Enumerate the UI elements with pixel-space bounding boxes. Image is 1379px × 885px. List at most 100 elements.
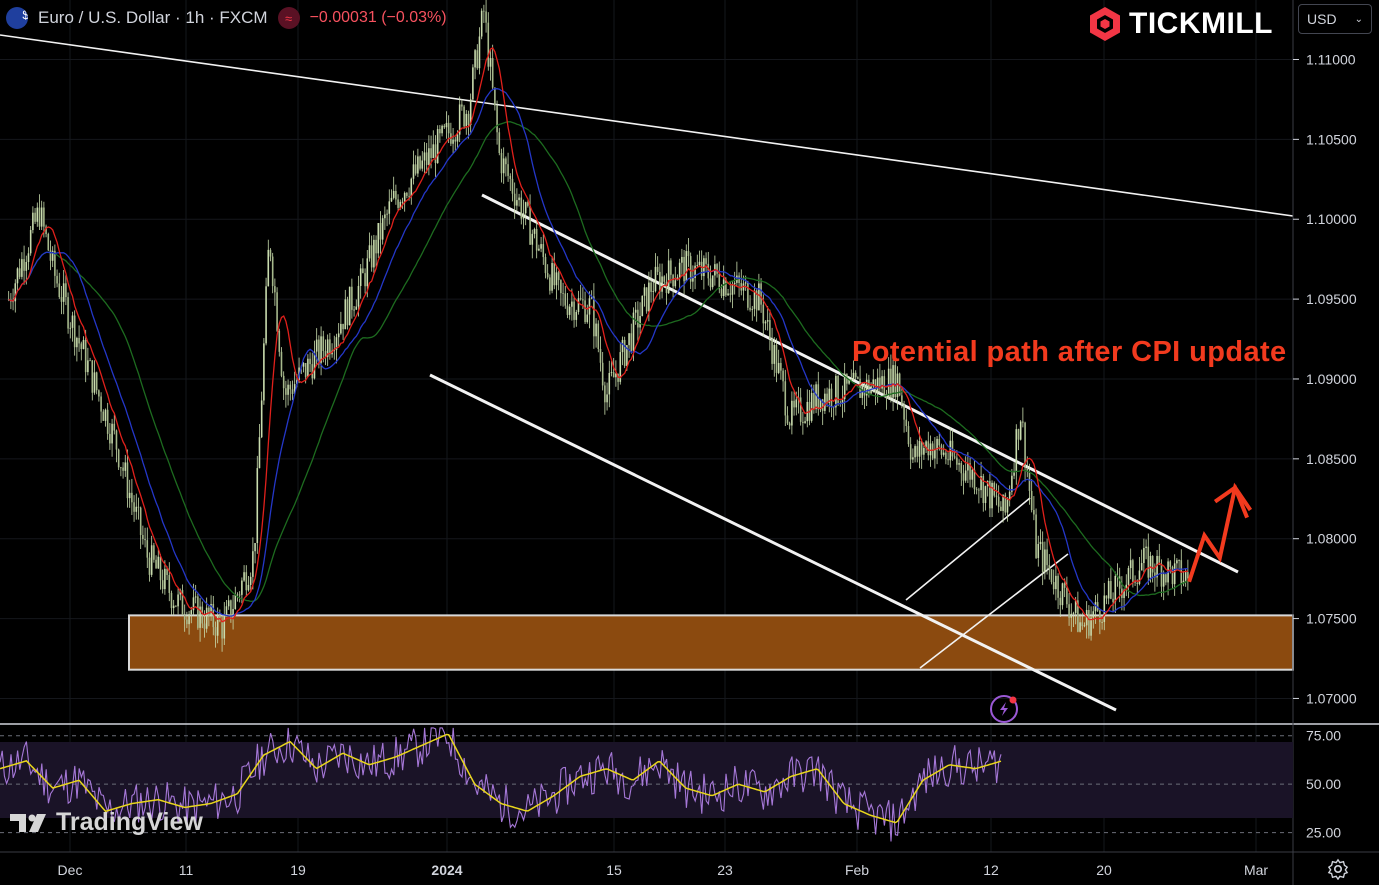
- candle-body: [274, 286, 276, 293]
- gear-icon[interactable]: [1327, 858, 1349, 880]
- brand-name: TICKMILL: [1129, 7, 1273, 40]
- candle-body: [51, 250, 54, 261]
- price-tick-label: 1.09500: [1306, 291, 1357, 307]
- candle-body: [1112, 598, 1114, 602]
- candle-body: [69, 327, 72, 329]
- candle-body: [1017, 429, 1020, 440]
- candle-body: [392, 190, 395, 198]
- candle-body: [1006, 499, 1009, 513]
- candle-body: [962, 473, 965, 481]
- candle-body: [509, 175, 512, 179]
- candle-body: [975, 489, 978, 491]
- candle-body: [663, 276, 666, 282]
- candle-body: [661, 276, 663, 292]
- candle-body: [1077, 600, 1079, 632]
- candle-body: [991, 482, 993, 509]
- candle-body: [590, 296, 593, 299]
- candle-body: [285, 388, 287, 395]
- candle-body: [1132, 560, 1134, 582]
- candle-body: [896, 373, 899, 398]
- candle-body: [623, 339, 626, 366]
- candle-body: [771, 339, 773, 364]
- candle-body: [1033, 510, 1035, 515]
- candle-body: [727, 293, 729, 296]
- candle-body: [522, 213, 525, 219]
- candle-body: [568, 306, 571, 315]
- candle-body: [260, 400, 263, 438]
- candle-body: [1061, 583, 1064, 606]
- candle-body: [698, 261, 701, 266]
- candle-body: [1147, 546, 1150, 578]
- candle-body: [142, 535, 144, 540]
- path-annotation: Potential path after CPI update: [852, 336, 1287, 368]
- candle-body: [672, 274, 674, 287]
- candle-body: [588, 298, 591, 315]
- candle-body: [234, 594, 237, 610]
- candle-body: [245, 572, 248, 591]
- candle-body: [179, 590, 182, 595]
- candle-body: [729, 293, 732, 295]
- candle-body: [106, 409, 109, 434]
- candle-body: [674, 280, 677, 287]
- candle-body: [324, 350, 327, 357]
- candle-body: [1092, 611, 1095, 618]
- candle-body: [252, 551, 254, 577]
- candle-body: [267, 249, 270, 287]
- candle-body: [947, 459, 949, 461]
- candle-body: [164, 568, 166, 590]
- candle-body: [153, 545, 155, 560]
- candle-body: [342, 323, 344, 330]
- symbol-header[interactable]: Euro / U.S. Dollar · 1h · FXCM ≈ −0.0003…: [6, 4, 447, 32]
- candle-body: [148, 557, 151, 575]
- candle-body: [573, 301, 575, 320]
- candle-body: [758, 283, 760, 311]
- candle-body: [60, 297, 63, 302]
- candle-body: [762, 304, 765, 324]
- candle-body: [564, 293, 567, 306]
- price-axis[interactable]: 1.11000 1.10500 1.10000 1.09500 1.09000 1.085…: [1293, 52, 1357, 707]
- candle-body: [434, 144, 437, 164]
- candle-body: [410, 178, 413, 197]
- candle-body: [1028, 472, 1031, 491]
- rsi-axis[interactable]: 75.00 50.00 25.00: [1306, 728, 1341, 841]
- candle-body: [93, 372, 96, 393]
- candle-body: [1143, 547, 1145, 564]
- candle-body: [36, 207, 39, 222]
- candle-body: [388, 201, 391, 214]
- candle-body: [401, 201, 404, 203]
- candle-body: [1004, 494, 1007, 513]
- candle-body: [659, 271, 661, 292]
- time-axis[interactable]: Dec 11 19 2024 15 23 Feb 12 20 Mar: [58, 862, 1269, 878]
- candle-body: [621, 339, 624, 353]
- tradingview-watermark[interactable]: TradingView: [10, 808, 203, 837]
- candle-body: [1162, 574, 1165, 587]
- candle-body: [542, 244, 545, 258]
- wave-icon[interactable]: ≈: [277, 7, 300, 29]
- candle-body: [645, 287, 648, 312]
- candle-body: [670, 260, 672, 275]
- candle-body: [780, 362, 782, 371]
- candle-body: [1178, 560, 1180, 561]
- candle-body: [403, 192, 406, 202]
- time-tick-label: 11: [179, 862, 194, 878]
- candle-body: [535, 228, 538, 251]
- price-tick-label: 1.11000: [1306, 52, 1356, 68]
- candle-body: [280, 351, 283, 376]
- candle-body: [711, 275, 714, 288]
- candle-body: [27, 253, 30, 263]
- currency-select[interactable]: USD ⌄: [1298, 4, 1372, 34]
- trend-line: [429, 373, 1117, 712]
- lightning-icon[interactable]: [990, 695, 1018, 723]
- candle-body: [478, 36, 481, 69]
- candle-body: [848, 378, 850, 384]
- price-tick-label: 1.08500: [1306, 451, 1357, 467]
- candle-body: [100, 396, 102, 412]
- candle-body: [852, 372, 855, 381]
- candle-body: [436, 129, 439, 164]
- candle-body: [412, 164, 415, 179]
- candle-body: [320, 336, 322, 363]
- candle-body: [1145, 546, 1147, 548]
- candle-body: [322, 336, 325, 351]
- candle-body: [747, 282, 749, 308]
